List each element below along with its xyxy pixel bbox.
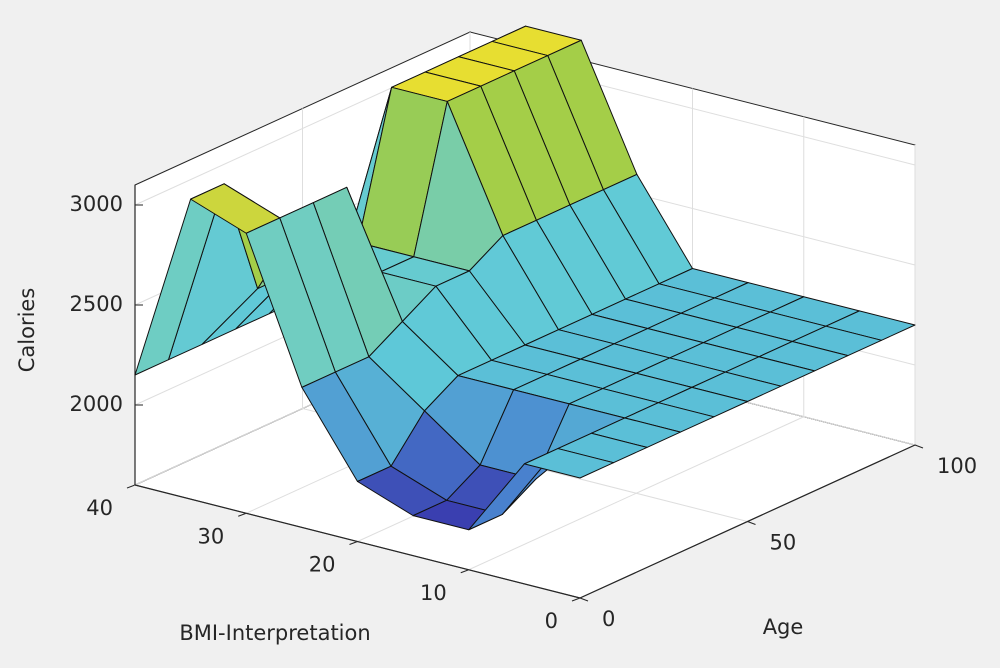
y-tick bbox=[747, 521, 756, 525]
x-tick bbox=[126, 484, 136, 489]
x-tick-label: 0 bbox=[545, 609, 558, 633]
x-tick bbox=[238, 512, 247, 517]
x-tick-label: 20 bbox=[309, 553, 336, 577]
x-axis-line bbox=[134, 484, 581, 599]
x-tick-label: 10 bbox=[420, 581, 447, 605]
y-tick bbox=[579, 597, 589, 602]
surface bbox=[134, 25, 916, 531]
y-axis-line bbox=[579, 444, 916, 599]
y-tick-label: 50 bbox=[770, 531, 797, 555]
y-tick-label: 100 bbox=[937, 454, 977, 478]
z-tick-label: 2000 bbox=[70, 392, 123, 416]
x-tick-label: 40 bbox=[86, 496, 113, 520]
z-axis-label: Calories bbox=[15, 288, 39, 373]
y-tick-label: 0 bbox=[602, 607, 615, 631]
x-axis-label: BMI-Interpretation bbox=[179, 621, 370, 645]
y-tick bbox=[914, 444, 924, 449]
z-tick-label: 3000 bbox=[70, 192, 123, 216]
x-tick bbox=[349, 541, 358, 545]
surface-patch bbox=[523, 448, 614, 479]
x-tick bbox=[460, 569, 469, 574]
z-tick-label: 2500 bbox=[70, 292, 123, 316]
labels: BMI-Interpretation Age Calories bbox=[15, 288, 803, 645]
x-tick bbox=[571, 597, 581, 602]
x-tick-label: 30 bbox=[198, 524, 225, 548]
y-axis-label: Age bbox=[763, 615, 804, 639]
